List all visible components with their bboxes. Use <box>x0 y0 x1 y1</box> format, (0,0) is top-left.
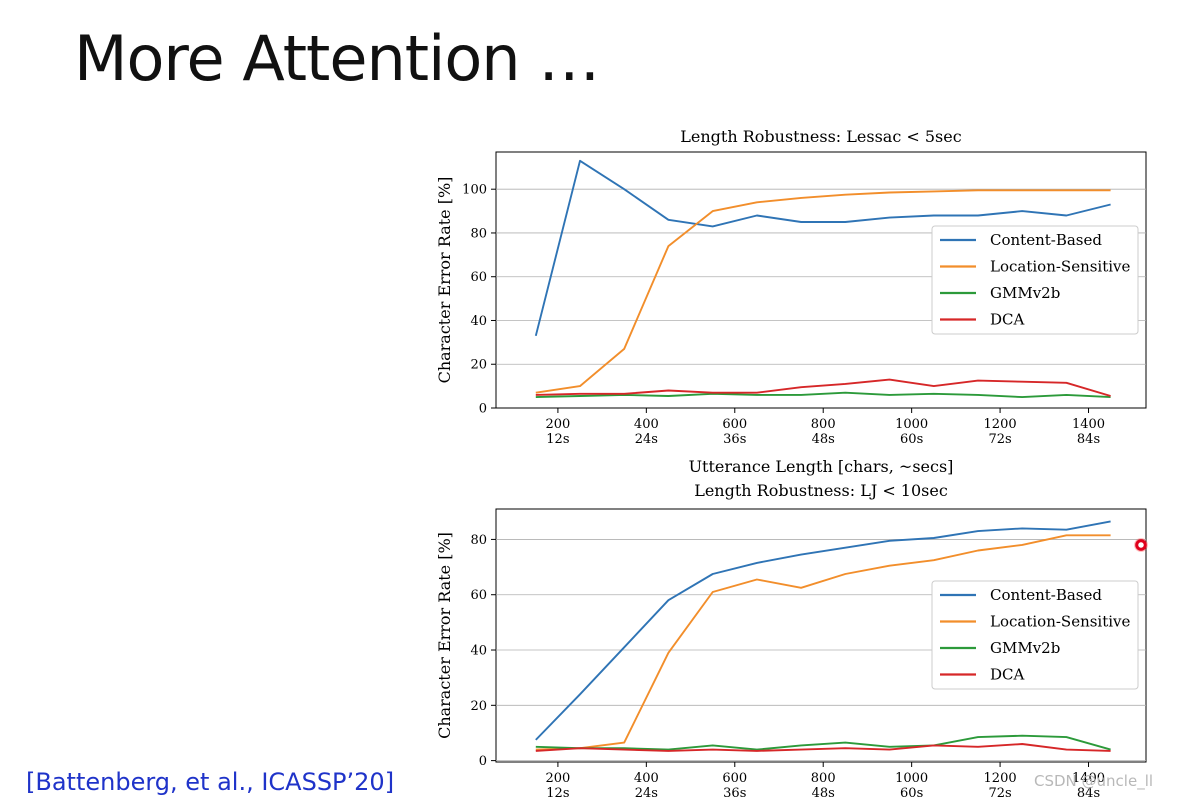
legend-entry: DCA <box>990 311 1025 329</box>
x-tick-label: 800 <box>811 417 836 432</box>
x-tick-label: 1400 <box>1072 771 1105 786</box>
x-tick-label: 200 <box>545 771 570 786</box>
y-tick-label: 80 <box>470 226 487 241</box>
legend <box>931 580 1139 690</box>
y-tick-label: 60 <box>470 588 487 603</box>
legend-entry: DCA <box>990 666 1025 684</box>
y-axis-label: Character Error Rate [%] <box>435 532 454 739</box>
x-tick-sublabel: 24s <box>635 786 658 801</box>
y-tick-label: 60 <box>470 270 487 285</box>
x-tick-sublabel: 36s <box>723 432 746 447</box>
x-tick-label: 800 <box>811 771 836 786</box>
series-line-content-based <box>535 520 1111 741</box>
y-tick-label: 40 <box>470 314 487 329</box>
laser-pointer-icon <box>1134 538 1148 552</box>
legend <box>931 225 1139 335</box>
x-tick-label: 1200 <box>984 771 1017 786</box>
x-tick-sublabel: 60s <box>900 786 923 801</box>
x-tick-sublabel: 48s <box>812 786 835 801</box>
x-tick-label: 1000 <box>895 417 928 432</box>
legend-entry: Location-Sensitive <box>990 613 1131 631</box>
legend-entry: Content-Based <box>990 586 1102 604</box>
series-line-content-based <box>534 159 1111 337</box>
legend-entry: GMMv2b <box>990 639 1060 657</box>
series-line-gmmv2b <box>535 734 1111 751</box>
citation: [Battenberg, et al., ICASSP’20] <box>26 768 395 796</box>
y-tick-label: 80 <box>470 533 487 548</box>
y-tick-label: 0 <box>479 754 487 769</box>
x-axis-label: Utterance Length [chars, ~secs] <box>689 457 954 476</box>
y-tick-label: 20 <box>470 699 487 714</box>
x-tick-label: 1200 <box>984 417 1017 432</box>
slide-title: More Attention … <box>74 22 600 95</box>
y-tick-label: 100 <box>462 183 487 198</box>
y-tick-label: 0 <box>479 402 487 417</box>
chart-title: Length Robustness: LJ < 10sec <box>694 481 948 500</box>
x-tick-sublabel: 84s <box>1077 786 1100 801</box>
x-tick-label: 600 <box>722 417 747 432</box>
x-tick-sublabel: 24s <box>635 432 658 447</box>
y-axis-label: Character Error Rate [%] <box>435 177 454 384</box>
y-tick-label: 40 <box>470 644 487 659</box>
x-tick-sublabel: 72s <box>988 786 1011 801</box>
x-tick-label: 600 <box>722 771 747 786</box>
series-line-gmmv2b <box>535 391 1111 399</box>
x-tick-label: 1400 <box>1072 417 1105 432</box>
x-tick-sublabel: 12s <box>546 432 569 447</box>
series-line-location-sensitive <box>535 534 1111 751</box>
series-line-dca <box>535 378 1111 397</box>
x-tick-sublabel: 48s <box>812 432 835 447</box>
legend-entry: GMMv2b <box>990 284 1060 302</box>
x-tick-sublabel: 12s <box>546 786 569 801</box>
legend-entry: Location-Sensitive <box>990 258 1131 276</box>
chart-title: Length Robustness: Lessac < 5sec <box>680 127 961 146</box>
x-tick-sublabel: 84s <box>1077 432 1100 447</box>
series-line-location-sensitive <box>535 189 1111 394</box>
x-tick-label: 1000 <box>895 771 928 786</box>
x-tick-label: 400 <box>634 771 659 786</box>
x-tick-sublabel: 72s <box>988 432 1011 447</box>
x-tick-label: 400 <box>634 417 659 432</box>
x-tick-label: 200 <box>545 417 570 432</box>
series-line-dca <box>535 743 1111 752</box>
x-tick-sublabel: 60s <box>900 432 923 447</box>
x-tick-sublabel: 36s <box>723 786 746 801</box>
legend-entry: Content-Based <box>990 231 1102 249</box>
y-tick-label: 20 <box>470 358 487 373</box>
watermark: CSDN @uncle_ll <box>1034 772 1154 790</box>
